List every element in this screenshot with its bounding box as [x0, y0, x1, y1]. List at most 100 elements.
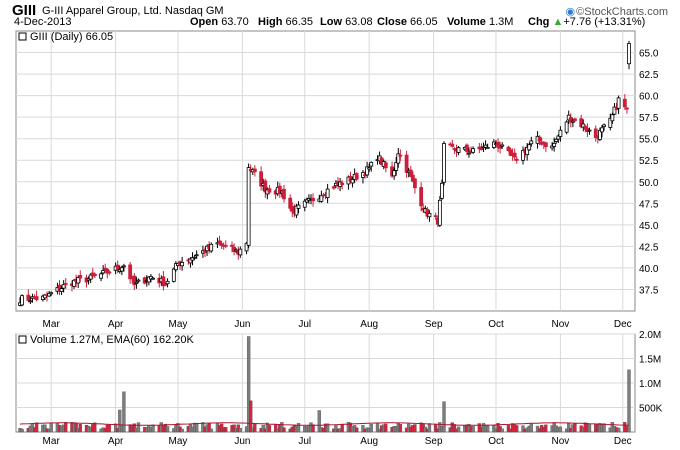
- volume-bar: [471, 426, 475, 433]
- volume-legend-marker: [18, 335, 27, 344]
- candle-body: [496, 141, 500, 148]
- candle-body: [521, 150, 525, 161]
- candle-body: [173, 263, 178, 271]
- candle-body: [392, 170, 397, 177]
- candle-body: [425, 208, 430, 217]
- volume-bar: [118, 409, 122, 433]
- price-panel: Mar Apr May Jun Jul Aug Sep Oct Nov Dec 37.5 40.0 42…: [15, 30, 659, 330]
- candle-body: [43, 294, 47, 299]
- candle-body: [146, 276, 151, 283]
- volume-x-tick-label: Sep: [425, 436, 443, 447]
- volume-bar: [456, 426, 461, 433]
- quote-high: High 66.35: [258, 16, 313, 28]
- volume-bar: [369, 423, 373, 433]
- volume-x-tick-label: Jun: [234, 436, 250, 447]
- volume-bar: [529, 423, 533, 433]
- candle-body: [136, 279, 141, 282]
- candle-body: [573, 118, 577, 121]
- volume-bar: [122, 391, 126, 433]
- volume-y-tick-label: 1.5M: [639, 355, 661, 366]
- price-x-tick-label: Oct: [488, 319, 504, 330]
- candle-body: [223, 244, 228, 247]
- volume-bar: [627, 369, 631, 433]
- price-x-tick-label: May: [169, 319, 188, 330]
- candle-body: [163, 283, 168, 286]
- candle-body: [467, 152, 471, 155]
- candle-body: [252, 168, 257, 173]
- candle-body: [570, 120, 575, 123]
- candle-body: [304, 199, 309, 203]
- volume-ema-line: [19, 422, 629, 426]
- candle-body: [365, 166, 370, 176]
- quote-close-label: Close: [377, 16, 407, 28]
- volume-y-tick-label: 1.0M: [639, 379, 661, 390]
- volume-x-tick-label: Mar: [43, 436, 61, 447]
- quote-high-value: 66.35: [285, 16, 314, 28]
- quote-high-label: High: [258, 16, 283, 28]
- candle-body: [556, 135, 561, 140]
- candle-body: [340, 182, 345, 186]
- volume-bar: [151, 424, 155, 433]
- volume-bar: [398, 424, 403, 433]
- chart-header-top: GIII G-III Apparel Group, Ltd. Nasdaq GM…: [0, 2, 680, 19]
- candle-body: [57, 284, 62, 292]
- price-y-tick-label: 47.5: [639, 199, 659, 210]
- volume-bar: [20, 428, 24, 433]
- candle-body: [61, 284, 66, 289]
- candle-body: [232, 246, 236, 252]
- volume-panel: Mar Apr May Jun Jul Aug Sep Oct Nov Dec 500K 1.0M 1.…: [15, 330, 663, 447]
- price-x-tick-label: Apr: [108, 319, 124, 330]
- candle-body: [471, 148, 476, 153]
- price-x-tick-label: Dec: [614, 319, 632, 330]
- candle-body: [190, 257, 195, 261]
- volume-bar: [282, 427, 286, 433]
- candle-body: [192, 256, 197, 259]
- volume-bar: [64, 422, 68, 433]
- candle-body: [568, 117, 573, 123]
- candle-body: [238, 248, 243, 256]
- candle-body: [550, 145, 554, 149]
- volume-x-tick-label: Oct: [488, 436, 504, 447]
- volume-x-tick-label: Nov: [552, 436, 570, 447]
- candle-body: [128, 264, 133, 280]
- volume-bar: [280, 422, 284, 433]
- candle-body: [625, 107, 629, 110]
- candle-body: [581, 123, 586, 128]
- candle-body: [593, 128, 598, 138]
- quote-date: 4-Dec-2013: [14, 16, 72, 28]
- volume-bar: [209, 428, 213, 433]
- candle-body: [325, 188, 330, 199]
- volume-bar: [340, 424, 344, 433]
- candle-body: [456, 147, 461, 153]
- volume-bar: [442, 401, 446, 433]
- candle-body: [311, 198, 315, 202]
- volume-x-tick-label: Apr: [108, 436, 124, 447]
- up-arrow-icon: ▲: [552, 16, 564, 28]
- candle-body: [49, 292, 54, 295]
- quote-low-value: 63.08: [345, 16, 373, 28]
- volume-bar: [165, 426, 170, 433]
- candle-body: [408, 169, 413, 177]
- candle-body: [616, 97, 621, 109]
- volume-bar: [558, 426, 563, 433]
- price-y-tick-label: 60.0: [639, 92, 659, 103]
- price-y-tick-label: 55.0: [639, 135, 659, 146]
- price-x-tick-label: Nov: [552, 319, 570, 330]
- candle-body: [88, 274, 93, 280]
- candle-body: [331, 186, 336, 189]
- volume-x-tick-label: May: [169, 436, 188, 447]
- candle-body: [500, 144, 505, 147]
- ticker-symbol: GIII: [12, 2, 37, 19]
- candle-body: [498, 145, 503, 149]
- candle-body: [47, 293, 51, 297]
- candle-body: [394, 161, 399, 171]
- volume-bar: [246, 336, 251, 433]
- candle-body: [558, 129, 563, 137]
- candle-body: [512, 152, 517, 158]
- candle-body: [485, 147, 490, 149]
- candle-body: [514, 158, 519, 161]
- candle-body: [290, 206, 295, 212]
- candle-body: [483, 144, 488, 148]
- watermark: ◉©StockCharts.com: [566, 5, 668, 18]
- quote-low-label: Low: [320, 16, 342, 28]
